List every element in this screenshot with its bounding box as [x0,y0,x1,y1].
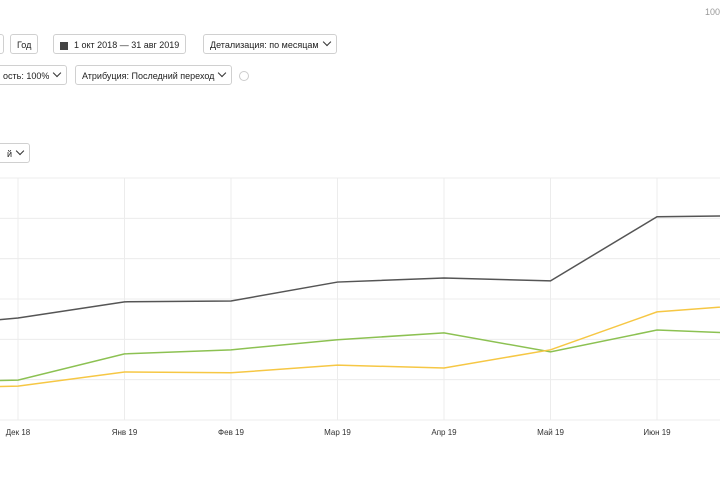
series-line [0,215,720,321]
attribution-label: Атрибуция: Последний переход [82,71,215,81]
prev-button[interactable] [0,34,4,54]
attribution-button[interactable]: Атрибуция: Последний переход [75,65,233,85]
metric-select[interactable]: й [0,143,31,163]
period-button[interactable]: Год [10,34,39,54]
detail-button[interactable]: Детализация: по месяцам [203,34,337,54]
plot [0,215,720,388]
x-tick-label: Мар 19 [324,428,351,437]
x-tick-label: Июн 19 [643,428,671,437]
x-tick-label: Май 19 [537,428,564,437]
accuracy-button[interactable]: ость: 100% [0,65,68,85]
calendar-icon [60,41,68,50]
help-icon[interactable] [239,71,249,81]
corner-text: 100 [705,7,720,17]
x-tick-label: Фев 19 [218,428,244,437]
x-tick-label: Апр 19 [431,428,457,437]
x-tick-label: Янв 19 [112,428,138,437]
detail-label: Детализация: по месяцам [210,40,319,50]
metric-label: й [7,149,13,159]
x-tick-label: Дек 18 [6,428,31,437]
series-line [0,306,720,388]
accuracy-label: ость: 100% [3,71,50,81]
date-button[interactable]: 1 окт 2018 — 31 авг 2019 [53,34,187,54]
date-range: 1 окт 2018 — 31 авг 2019 [74,40,180,50]
series-line [0,329,720,382]
